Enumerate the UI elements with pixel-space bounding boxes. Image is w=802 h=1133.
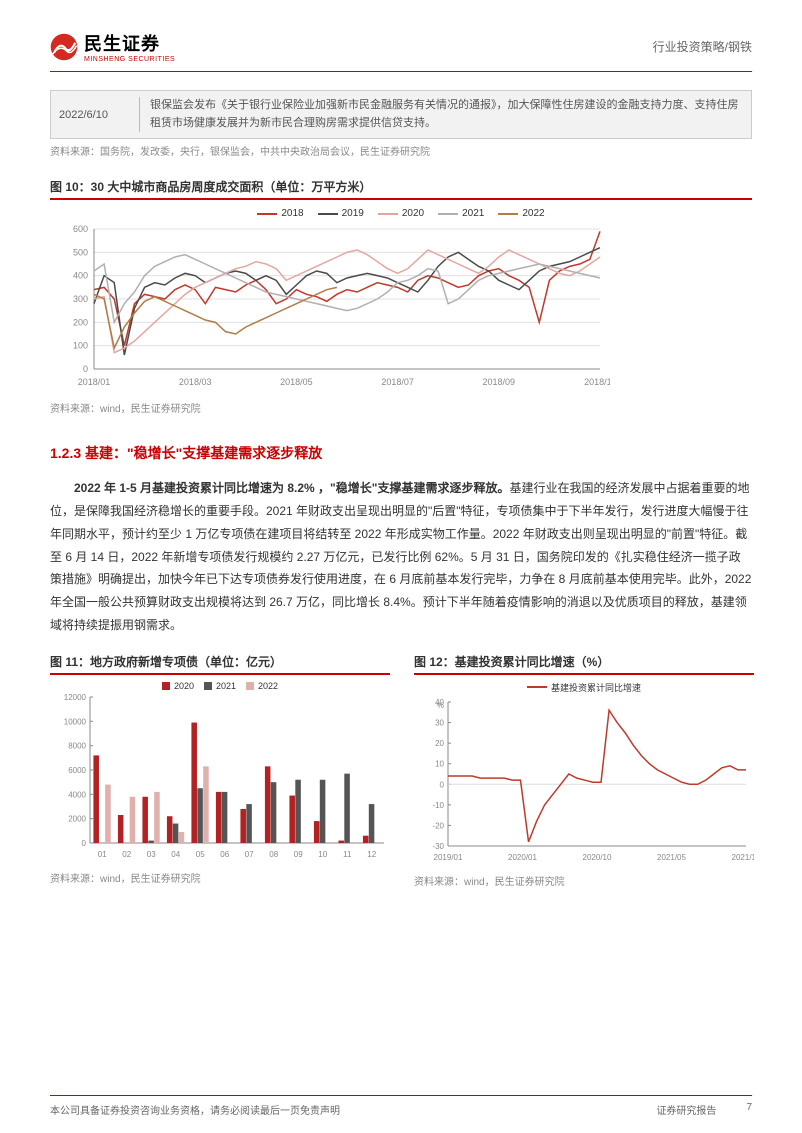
svg-text:01: 01 — [98, 850, 107, 859]
logo-text-cn: 民生证券 — [84, 30, 175, 56]
svg-text:04: 04 — [171, 850, 180, 859]
svg-text:03: 03 — [147, 850, 156, 859]
svg-text:0: 0 — [82, 839, 87, 848]
svg-text:20: 20 — [435, 739, 444, 748]
charts-row: 图 11：地方政府新增专项债（单位：亿元） 202020212022 02000… — [50, 653, 752, 888]
notice-date: 2022/6/10 — [59, 109, 139, 121]
logo-icon — [50, 33, 78, 61]
svg-text:09: 09 — [294, 850, 303, 859]
svg-text:4000: 4000 — [68, 790, 86, 799]
svg-text:05: 05 — [196, 850, 205, 859]
footer-page: 7 — [746, 1102, 752, 1117]
chart10-svg: 0 100 200 300 400 500 600 2018/01 2018/03 2018/05… — [50, 223, 610, 393]
svg-text:2018/09: 2018/09 — [483, 377, 516, 387]
footer-mid: 证券研究报告 — [656, 1102, 716, 1117]
page-footer: 本公司具备证券投资咨询业务资格，请务必阅读最后一页免责声明 证券研究报告 7 — [50, 1095, 752, 1117]
svg-text:-10: -10 — [432, 801, 444, 810]
logo: 民生证券 MINSHENG SECURITIES — [50, 30, 175, 63]
svg-text:8000: 8000 — [68, 741, 86, 750]
chart10: 20182019202020212022 0 100 200 300 400 500 600… — [50, 208, 752, 396]
svg-text:06: 06 — [220, 850, 229, 859]
svg-text:2018/11: 2018/11 — [584, 377, 610, 387]
svg-text:08: 08 — [269, 850, 278, 859]
footer-disclaimer: 本公司具备证券投资咨询业务资格，请务必阅读最后一页免责声明 — [50, 1102, 340, 1117]
svg-text:2000: 2000 — [68, 814, 86, 823]
svg-text:-20: -20 — [432, 821, 444, 830]
svg-text:400: 400 — [73, 271, 88, 281]
svg-text:500: 500 — [73, 248, 88, 258]
chart11-title: 图 11：地方政府新增专项债（单位：亿元） — [50, 653, 390, 675]
svg-text:12: 12 — [367, 850, 376, 859]
chart11-source: 资料来源：wind，民生证券研究院 — [50, 870, 390, 885]
svg-text:07: 07 — [245, 850, 254, 859]
svg-text:2021/05: 2021/05 — [657, 853, 686, 862]
svg-text:11: 11 — [343, 850, 352, 859]
section-heading: 1.2.3 基建："稳增长"支撑基建需求逐步释放 — [50, 443, 752, 463]
chart11-legend: 202020212022 — [50, 681, 390, 691]
svg-text:10: 10 — [318, 850, 327, 859]
page-header: 民生证券 MINSHENG SECURITIES 行业投资策略/钢铁 — [50, 30, 752, 63]
svg-text:200: 200 — [73, 318, 88, 328]
svg-text:2020/01: 2020/01 — [508, 853, 537, 862]
svg-text:10000: 10000 — [64, 717, 87, 726]
svg-text:2018/07: 2018/07 — [381, 377, 414, 387]
svg-text:2018/01: 2018/01 — [78, 377, 111, 387]
chart10-source: 资料来源：wind，民生证券研究院 — [50, 400, 752, 415]
svg-text:2019/01: 2019/01 — [434, 853, 463, 862]
chart10-title: 图 10：30 大中城市商品房周度成交面积（单位：万平方米） — [50, 178, 752, 200]
para-rest: 基建行业在我国的经济发展中占据着重要的地位，是保障我国经济稳增长的重要手段。20… — [50, 481, 751, 632]
chart11-svg: 0 2000 4000 6000 8000 10000 12000 01 02 03 04 05 06 0… — [50, 693, 390, 863]
svg-text:2021/12: 2021/12 — [732, 853, 754, 862]
svg-text:02: 02 — [122, 850, 131, 859]
svg-text:6000: 6000 — [68, 766, 86, 775]
notice-text: 银保监会发布《关于银行业保险业加强新市民金融服务有关情况的通报》，加大保障性住房… — [139, 97, 743, 132]
chart12-svg: -30-20-10010203040%2019/012020/012020/10… — [414, 696, 754, 866]
svg-text:0: 0 — [440, 780, 445, 789]
chart11-col: 图 11：地方政府新增专项债（单位：亿元） 202020212022 0 2000… — [50, 653, 390, 888]
section-paragraph: 2022 年 1-5 月基建投资累计同比增速为 8.2% ，"稳增长"支撑基建需… — [50, 477, 752, 637]
svg-text:10: 10 — [435, 759, 444, 768]
svg-text:2020/10: 2020/10 — [583, 853, 612, 862]
svg-text:12000: 12000 — [64, 693, 87, 702]
chart12-legend: 基建投资累计同比增速 — [414, 681, 754, 694]
chart12-source: 资料来源：wind，民生证券研究院 — [414, 873, 754, 888]
chart12-title: 图 12：基建投资累计同比增速（%） — [414, 653, 754, 675]
svg-text:300: 300 — [73, 294, 88, 304]
svg-text:2018/05: 2018/05 — [280, 377, 313, 387]
para-bold: 2022 年 1-5 月基建投资累计同比增速为 8.2% ，"稳增长"支撑基建需… — [74, 481, 509, 495]
notice-source: 资料来源：国务院，发改委，央行，银保监会，中共中央政治局会议，民生证券研究院 — [50, 143, 752, 158]
chart12-legend-label: 基建投资累计同比增速 — [551, 681, 641, 694]
svg-text:600: 600 — [73, 224, 88, 234]
svg-text:0: 0 — [83, 364, 88, 374]
svg-text:-30: -30 — [432, 842, 444, 851]
notice-box: 2022/6/10 银保监会发布《关于银行业保险业加强新市民金融服务有关情况的通… — [50, 90, 752, 139]
svg-text:2018/03: 2018/03 — [179, 377, 212, 387]
header-rule — [50, 71, 752, 72]
logo-text-en: MINSHENG SECURITIES — [84, 56, 175, 63]
svg-text:100: 100 — [73, 341, 88, 351]
header-category: 行业投资策略/钢铁 — [653, 38, 752, 55]
chart12-col: 图 12：基建投资累计同比增速（%） 基建投资累计同比增速 -30 -20 -10 0… — [414, 653, 754, 888]
svg-text:%: % — [437, 701, 444, 710]
chart10-legend: 20182019202020212022 — [50, 208, 752, 219]
svg-text:30: 30 — [435, 718, 444, 727]
